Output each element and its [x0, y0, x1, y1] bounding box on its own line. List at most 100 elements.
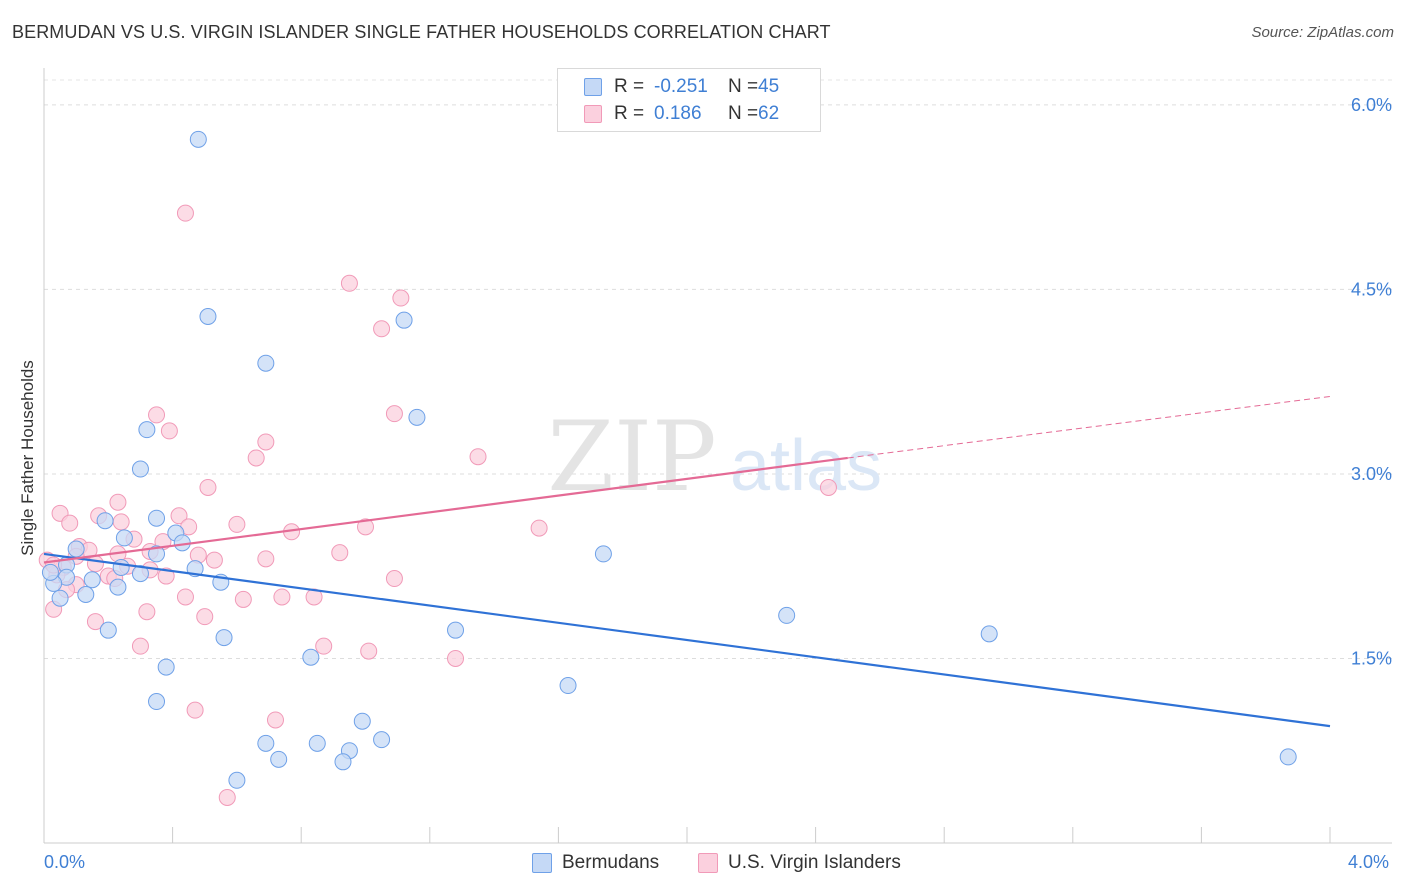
bermudans-point: [112, 558, 130, 576]
n-value: 45: [758, 76, 780, 97]
bermudans-trend-line: [43, 552, 1331, 728]
virgin-islanders-point: [469, 448, 487, 466]
virgin-islanders-point: [112, 513, 130, 531]
bermudans-point: [270, 750, 288, 768]
bermudans-point: [334, 753, 352, 771]
bermudans-point: [115, 529, 133, 547]
virgin-islanders-point: [157, 567, 175, 585]
bermudans-point: [594, 545, 612, 563]
virgin-islanders-point: [199, 478, 217, 496]
virgin-islanders-point: [228, 515, 246, 533]
legend-row-bermudans: R = -0.251 N = 45: [584, 75, 779, 99]
virgin-islanders-point: [819, 478, 837, 496]
virgin-islanders-point: [360, 642, 378, 660]
correlation-legend: R = -0.251 N = 45 R = 0.186 N = 62: [557, 68, 821, 132]
virgin-islanders-point: [331, 544, 349, 562]
y-tick-labels: 1.5% 3.0% 4.5% 6.0%: [1351, 95, 1392, 669]
bermudans-point: [67, 540, 85, 558]
virgin-islanders-trend-line: [43, 456, 848, 564]
r-label: R =: [614, 76, 645, 97]
bermudans-point: [257, 734, 275, 752]
bermudans-point: [131, 460, 149, 478]
virgin-islanders-point: [340, 274, 358, 292]
bermudans-point: [138, 421, 156, 439]
virgin-islanders-point: [61, 514, 79, 532]
y-tick-label: 3.0%: [1351, 464, 1392, 484]
bermudans-point: [353, 712, 371, 730]
bermudans-point: [148, 509, 166, 527]
bermudans-point: [96, 512, 114, 530]
y-axis-title: Single Father Households: [18, 360, 37, 556]
bermudans-point: [41, 563, 59, 581]
bermudans-point: [408, 408, 426, 426]
virgin-islanders-point: [218, 788, 236, 806]
virgin-islanders-point: [186, 701, 204, 719]
bermudans-point: [83, 571, 101, 589]
virgin-islanders-point: [373, 320, 391, 338]
x-axis-max-label: 4.0%: [1348, 852, 1390, 872]
bermudans-point: [148, 545, 166, 563]
virgin-islanders-point: [109, 493, 127, 511]
virgin-islanders-point: [357, 518, 374, 536]
virgin-islanders-point: [196, 608, 214, 626]
bermudans-point: [778, 606, 796, 624]
virgin-islanders-point: [266, 711, 284, 729]
bermudans-swatch: [584, 78, 602, 96]
bermudans-point: [51, 589, 69, 607]
bermudans-point: [373, 731, 391, 749]
virgin-islanders-point: [160, 422, 178, 440]
legend-item-virgin-islanders: U.S. Virgin Islanders: [698, 852, 901, 874]
virgin-islanders-point: [257, 433, 275, 451]
bermudans-point: [302, 648, 320, 666]
bermudans-point: [148, 693, 166, 711]
chart-title: BERMUDAN VS U.S. VIRGIN ISLANDER SINGLE …: [12, 22, 831, 42]
virgin-islanders-point: [392, 289, 410, 307]
virgin-islanders-point: [385, 405, 403, 423]
axes: [43, 68, 1392, 844]
r-value: -0.251: [654, 76, 708, 97]
bermudans-point: [980, 625, 998, 643]
virgin-islanders-point: [86, 555, 104, 573]
n-value: 62: [758, 103, 780, 124]
bermudans-point: [308, 734, 326, 752]
trend-lines: [43, 395, 1331, 728]
legend-label: Bermudans: [562, 852, 660, 873]
virgin-islanders-point: [176, 204, 194, 222]
bermudans-point: [395, 311, 413, 329]
virgin-islanders-point: [530, 519, 548, 537]
y-tick-label: 1.5%: [1351, 648, 1392, 668]
n-label: N =: [728, 103, 759, 124]
virgin-islanders-point: [273, 588, 291, 606]
virgin-islanders-point: [234, 590, 252, 608]
bermudans-point: [77, 586, 95, 604]
virgin-islanders-point: [447, 649, 465, 667]
legend-row-virgin-islanders: R = 0.186 N = 62: [584, 102, 779, 126]
bermudans-point: [447, 621, 465, 639]
bermudans-point: [189, 130, 207, 148]
virgin-islanders-point: [148, 406, 166, 424]
bermudans-point: [559, 677, 577, 695]
bermudans-point: [215, 629, 233, 647]
virgin-islanders-point: [257, 550, 275, 568]
chart-source: Source: ZipAtlas.com: [1251, 24, 1394, 41]
virgin-islanders-trend-extension: [847, 395, 1331, 459]
virgin-islanders-point: [170, 507, 188, 525]
virgin-islanders-point: [205, 551, 223, 569]
legend-item-bermudans: Bermudans: [532, 852, 659, 874]
bermudans-point: [157, 658, 175, 676]
virgin-islanders-point: [385, 570, 403, 588]
virgin-islanders-point: [131, 637, 149, 655]
bermudans-point: [99, 621, 117, 639]
virgin-islanders-swatch: [698, 853, 718, 873]
virgin-islanders-point: [138, 603, 156, 621]
y-tick-label: 6.0%: [1351, 95, 1392, 115]
virgin-islanders-swatch: [584, 105, 602, 123]
n-label: N =: [728, 76, 759, 97]
bermudans-point: [199, 307, 217, 325]
virgin-islanders-point: [247, 449, 265, 467]
bermudans-point: [1279, 748, 1297, 766]
virgin-islanders-point: [315, 637, 333, 655]
grid-lines: [44, 79, 1392, 659]
watermark-atlas: atlas: [730, 426, 882, 506]
